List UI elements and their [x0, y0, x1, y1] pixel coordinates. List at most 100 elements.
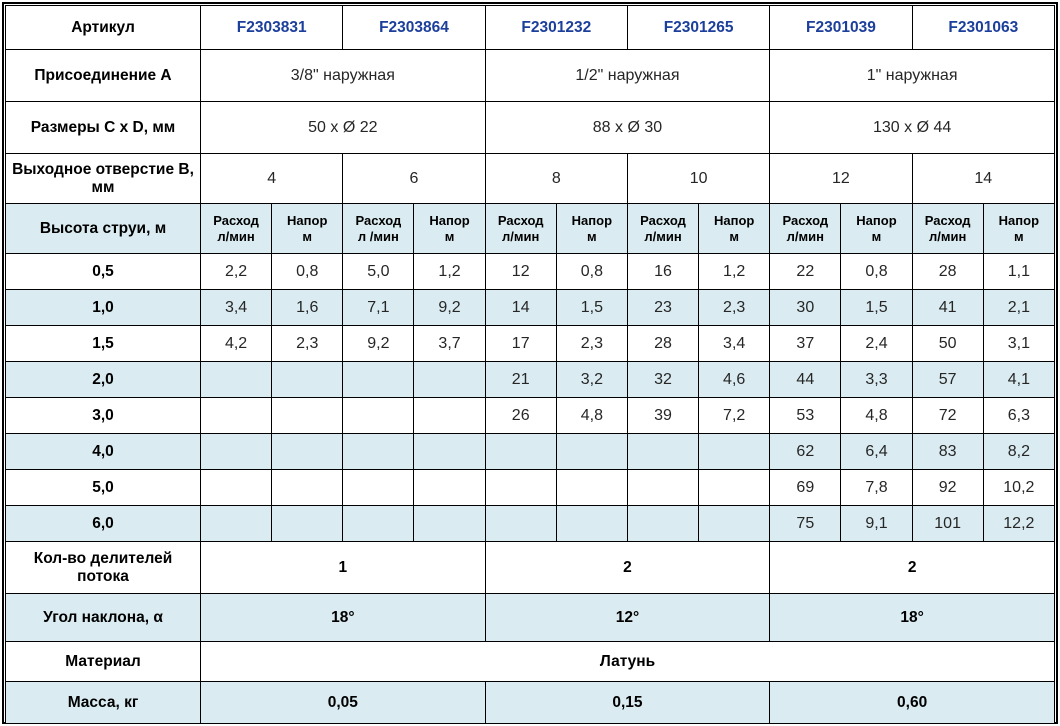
data-cell	[698, 433, 771, 470]
data-cell: 37	[769, 325, 842, 362]
data-cell: 53	[769, 397, 842, 434]
data-cell: 75	[769, 505, 842, 542]
spray-height-row: 3,0 26 4,8 39 7,2 53 4,8 72 6,3	[5, 397, 1056, 434]
article-row: Артикул F2303831 F2303864 F2301232 F2301…	[5, 5, 1056, 50]
data-cell: 101	[911, 505, 984, 542]
data-cell: 57	[911, 361, 984, 398]
row-label-material: Материал	[5, 641, 201, 682]
data-cell	[484, 433, 557, 470]
data-cell	[199, 361, 273, 398]
data-cell: 2,3	[698, 289, 771, 326]
data-cell: 7,1	[342, 289, 415, 326]
angle-row: Угол наклона, α 18° 12° 18°	[5, 593, 1055, 642]
data-cell	[271, 361, 344, 398]
row-label-height-value: 5,0	[5, 469, 201, 506]
spray-height-row: 5,0 69 7,8 92 10,2	[5, 469, 1056, 506]
article-number: F2301232	[484, 5, 628, 50]
data-cell: 0,8	[840, 253, 913, 290]
data-cell	[698, 469, 771, 506]
connection-value: 1/2" наружная	[484, 49, 771, 102]
row-label-angle: Угол наклона, α	[5, 593, 201, 642]
data-cell: 7,2	[698, 397, 771, 434]
row-label-height-value: 3,0	[5, 397, 201, 434]
material-row: Материал Латунь	[5, 641, 1055, 682]
row-label-dividers: Кол-во делителей потока	[5, 541, 201, 594]
subheader-head: Напор м	[840, 203, 913, 254]
data-cell	[271, 397, 344, 434]
dimensions-value: 50 x Ø 22	[200, 101, 486, 154]
data-cell	[199, 433, 273, 470]
row-label-height-value: 2,0	[5, 361, 201, 398]
jet-header-row: Высота струи, м Расход л/мин Напор м Рас…	[5, 203, 1056, 254]
data-cell: 9,1	[840, 505, 913, 542]
dimensions-value: 88 x Ø 30	[484, 101, 771, 154]
row-label-height-value: 4,0	[5, 433, 201, 470]
spray-height-row: 1,5 4,2 2,3 9,2 3,7 17 2,3 28 3,4 37 2,4 50 3,1	[5, 325, 1056, 362]
data-cell: 2,3	[555, 325, 628, 362]
spray-height-row: 1,0 3,4 1,6 7,1 9,2 14 1,5 23 2,3 30 1,5 41 2,1	[5, 289, 1056, 326]
data-cell: 4,6	[698, 361, 771, 398]
data-cell: 5,0	[342, 253, 415, 290]
data-cell	[342, 361, 415, 398]
mass-value: 0,60	[769, 681, 1055, 724]
data-cell	[555, 433, 628, 470]
data-cell: 9,2	[342, 325, 415, 362]
data-cell	[342, 469, 415, 506]
data-cell: 3,2	[555, 361, 628, 398]
dimensions-row: Размеры C x D, мм 50 x Ø 22 88 x Ø 30 13…	[5, 101, 1055, 154]
article-number: F2301039	[769, 5, 913, 50]
article-number: F2303831	[199, 5, 344, 50]
data-cell	[271, 505, 344, 542]
article-number: F2301063	[911, 5, 1056, 50]
outlet-value: 8	[484, 153, 628, 204]
data-cell: 69	[769, 469, 842, 506]
article-number: F2303864	[342, 5, 486, 50]
spray-height-row: 6,0 75 9,1 101 12,2	[5, 505, 1056, 542]
data-cell: 7,8	[840, 469, 913, 506]
data-cell	[626, 433, 700, 470]
data-cell: 2,2	[199, 253, 273, 290]
data-cell: 3,3	[840, 361, 913, 398]
data-cell: 6,4	[840, 433, 913, 470]
subheader-flow: Расход л/мин	[199, 203, 273, 254]
data-cell: 12	[484, 253, 557, 290]
dimensions-value: 130 x Ø 44	[769, 101, 1055, 154]
connection-value: 1" наружная	[769, 49, 1055, 102]
dividers-value: 1	[200, 541, 486, 594]
data-cell: 4,2	[199, 325, 273, 362]
subheader-flow: Расход л/мин	[626, 203, 700, 254]
data-cell: 0,8	[271, 253, 344, 290]
data-cell	[555, 469, 628, 506]
data-cell: 44	[769, 361, 842, 398]
data-cell	[342, 433, 415, 470]
connection-row: Присоединение A 3/8" наружная 1/2" наруж…	[5, 49, 1055, 102]
row-label-outlet: Выходное отверстие B, мм	[5, 153, 201, 204]
data-cell: 14	[484, 289, 557, 326]
outlet-value: 4	[199, 153, 344, 204]
outlet-value: 6	[342, 153, 486, 204]
data-cell: 72	[911, 397, 984, 434]
data-cell	[413, 361, 486, 398]
angle-value: 12°	[484, 593, 771, 642]
data-cell: 83	[911, 433, 984, 470]
data-cell: 8,2	[982, 433, 1056, 470]
dividers-value: 2	[484, 541, 771, 594]
data-cell: 12,2	[982, 505, 1056, 542]
data-cell	[199, 469, 273, 506]
data-cell	[342, 505, 415, 542]
subheader-head: Напор м	[271, 203, 344, 254]
data-cell: 2,1	[982, 289, 1056, 326]
data-cell: 21	[484, 361, 557, 398]
data-cell: 3,4	[199, 289, 273, 326]
data-cell	[555, 505, 628, 542]
data-cell: 0,8	[555, 253, 628, 290]
subheader-head: Напор м	[555, 203, 628, 254]
data-cell: 3,4	[698, 325, 771, 362]
mass-value: 0,15	[484, 681, 771, 724]
data-cell: 1,6	[271, 289, 344, 326]
data-cell: 22	[769, 253, 842, 290]
row-label-mass: Масса, кг	[5, 681, 201, 724]
outlet-value: 14	[911, 153, 1056, 204]
row-label-connection: Присоединение A	[5, 49, 201, 102]
